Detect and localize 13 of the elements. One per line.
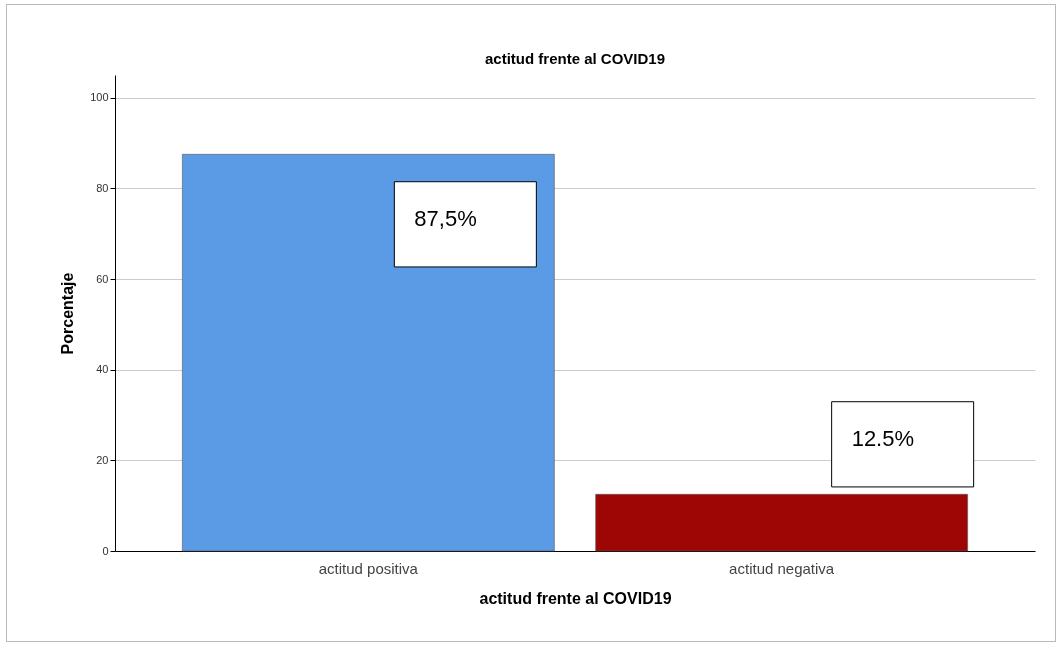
x-tick-label: actitud positiva xyxy=(318,559,419,577)
y-tick-label: 20 xyxy=(96,453,109,466)
y-tick-label: 100 xyxy=(90,91,109,104)
chart-title: actitud frente al COVID19 xyxy=(484,50,666,67)
y-tick-label: 40 xyxy=(96,363,109,376)
y-axis-title: Porcentaje xyxy=(59,272,77,355)
data-label: 12.5% xyxy=(851,426,915,452)
x-axis-title: actitud frente al COVID19 xyxy=(479,589,672,607)
y-tick-label: 80 xyxy=(96,181,109,194)
x-tick-label: actitud negativa xyxy=(729,559,835,577)
y-tick-label: 0 xyxy=(102,544,109,557)
data-label: 87,5% xyxy=(414,206,477,232)
y-tick-label: 60 xyxy=(96,272,109,285)
